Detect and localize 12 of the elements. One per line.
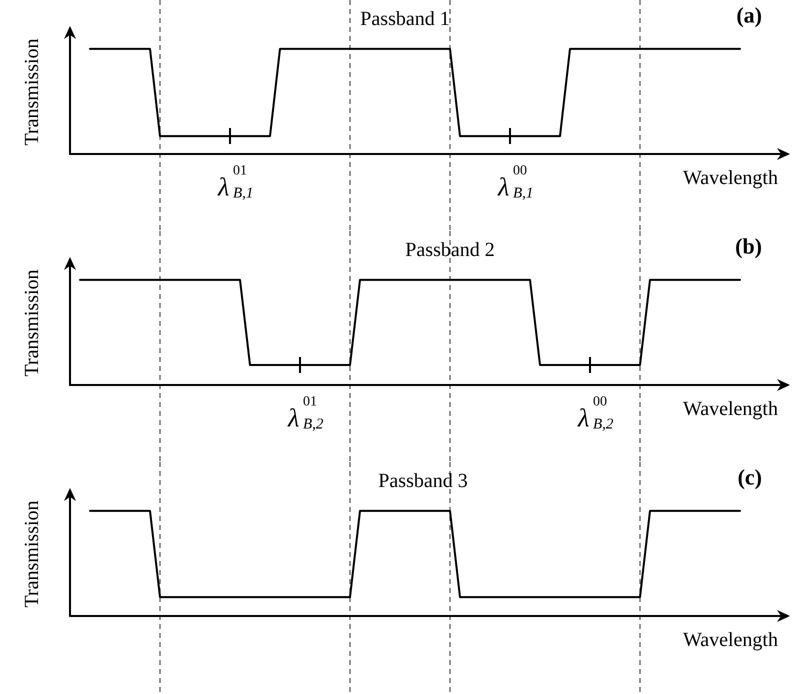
text: (a) bbox=[736, 2, 762, 28]
text: (b) bbox=[735, 234, 762, 258]
y-axis-title: Transmission bbox=[21, 38, 43, 146]
x-axis-title: Wavelength bbox=[682, 398, 778, 420]
y-axis-title: Transmission bbox=[21, 500, 43, 608]
x-axis-title: Wavelength bbox=[682, 629, 778, 651]
x-axis-title: Wavelength bbox=[682, 167, 778, 189]
chart-title: Passband 1 bbox=[360, 8, 450, 30]
chart-title: Passband 2 bbox=[405, 239, 495, 261]
text: (c) bbox=[738, 464, 762, 490]
y-axis-title: Transmission bbox=[21, 269, 43, 377]
chart-title: Passband 3 bbox=[378, 470, 468, 492]
